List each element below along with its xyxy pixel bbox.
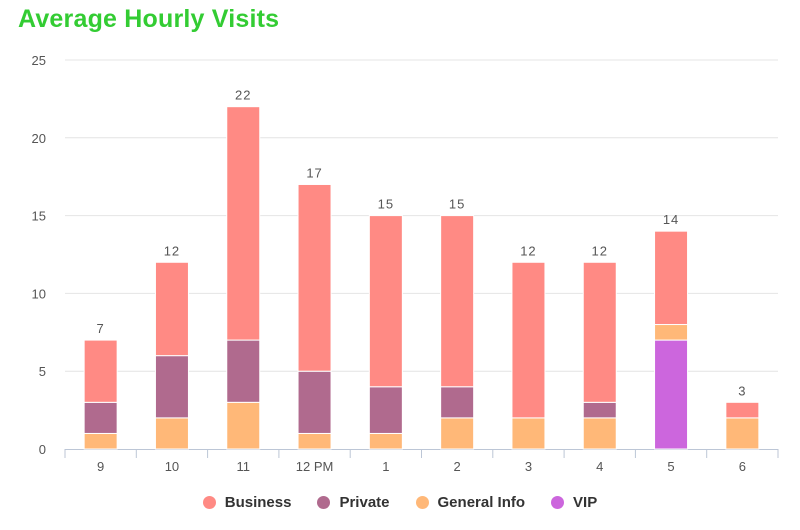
bar-business-5 — [654, 230, 689, 326]
x-tick-label-2: 11 — [237, 459, 251, 474]
legend-label: General Info — [437, 494, 526, 511]
legend-swatch-icon — [317, 496, 331, 509]
legend-item-private[interactable]: Private — [317, 494, 390, 511]
legend-label: VIP — [573, 494, 598, 511]
bar-general-info-12-pm — [297, 432, 332, 450]
bar-general-info-2 — [440, 417, 475, 450]
bar-private-4 — [582, 401, 617, 419]
bar-general-info-3 — [511, 417, 546, 450]
y-tick-label-0: 0 — [39, 442, 46, 457]
y-tick-label-5: 25 — [32, 53, 46, 68]
bar-private-2 — [440, 386, 475, 419]
bar-general-info-4 — [582, 417, 617, 450]
bar-vip-5 — [654, 339, 689, 450]
bar-business-12-pm — [297, 183, 332, 372]
bar-total-label-5: 15 — [449, 197, 465, 212]
x-tick-label-7: 4 — [596, 459, 603, 474]
y-tick-label-1: 5 — [39, 364, 46, 379]
bar-private-10 — [154, 355, 189, 419]
x-tick-label-9: 6 — [739, 459, 746, 474]
bar-general-info-6 — [725, 417, 760, 450]
bar-general-info-11 — [226, 401, 261, 450]
bar-general-info-10 — [154, 417, 189, 450]
bar-total-label-3: 17 — [306, 165, 322, 180]
x-tick-label-1: 10 — [165, 459, 179, 474]
bar-business-4 — [582, 261, 617, 403]
y-tick-label-2: 10 — [32, 286, 46, 301]
legend-swatch-icon — [415, 496, 429, 509]
chart-legend: Business Private General Info VIP — [0, 494, 800, 511]
y-tick-label-4: 20 — [32, 131, 46, 146]
bar-total-label-1: 12 — [164, 243, 180, 258]
legend-item-vip[interactable]: VIP — [551, 494, 597, 511]
bar-business-3 — [511, 261, 546, 419]
bar-business-9 — [83, 339, 118, 403]
legend-label: Private — [339, 494, 390, 511]
bar-private-11 — [226, 339, 261, 403]
legend-swatch-icon — [551, 496, 565, 509]
legend-item-business[interactable]: Business — [202, 494, 292, 511]
bar-total-label-9: 3 — [738, 383, 746, 398]
bar-total-label-4: 15 — [378, 197, 394, 212]
legend-swatch-icon — [202, 496, 216, 509]
bar-total-label-7: 12 — [592, 243, 608, 258]
x-tick-label-8: 5 — [667, 459, 674, 474]
bar-business-11 — [226, 106, 261, 341]
y-tick-label-3: 15 — [32, 209, 46, 224]
bar-business-1 — [368, 215, 403, 388]
x-tick-label-0: 9 — [97, 459, 104, 474]
bar-general-info-1 — [368, 432, 403, 450]
legend-label: Business — [224, 494, 292, 511]
chart-title: Average Hourly Visits — [18, 5, 280, 33]
bar-private-12-pm — [297, 370, 332, 434]
x-tick-label-5: 2 — [454, 459, 461, 474]
x-tick-label-6: 3 — [525, 459, 532, 474]
bar-business-2 — [440, 215, 475, 388]
bar-total-label-2: 22 — [235, 88, 251, 103]
bar-private-9 — [83, 401, 118, 434]
x-tick-label-3: 12 PM — [296, 459, 334, 474]
bar-business-10 — [154, 261, 189, 357]
bar-total-label-6: 12 — [520, 243, 536, 258]
x-tick-label-4: 1 — [382, 459, 389, 474]
bar-private-1 — [368, 386, 403, 434]
bar-general-info-9 — [83, 432, 118, 450]
bar-total-label-8: 14 — [663, 212, 679, 227]
bar-total-label-0: 7 — [97, 321, 105, 336]
bar-general-info-5 — [654, 324, 689, 341]
legend-item-general-info[interactable]: General Info — [415, 494, 526, 511]
bar-business-6 — [725, 401, 760, 419]
